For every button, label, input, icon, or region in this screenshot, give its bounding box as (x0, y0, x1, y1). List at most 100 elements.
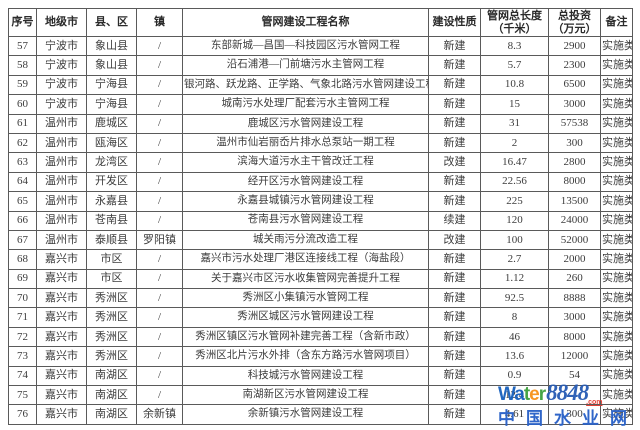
cell-construction-nature: 改建 (428, 152, 481, 173)
cell-project-name: 东部新城—昌国—科技园区污水管网工程 (182, 35, 429, 57)
cell-project-name: 关于嘉兴市区污水收集管网完善提升工程 (182, 268, 429, 290)
cell-total-investment: 3000 (548, 94, 601, 115)
cell-remark: 实施类 (600, 35, 633, 57)
cell-total-length-km: 120 (480, 210, 549, 231)
cell-remark: 实施类 (600, 210, 633, 231)
column-header: 备注 (600, 8, 633, 37)
cell-construction-nature: 新建 (428, 288, 481, 309)
cell-town: / (136, 210, 183, 231)
cell-prefecture-city: 嘉兴市 (36, 404, 87, 425)
cell-prefecture-city: 温州市 (36, 113, 87, 134)
cell-construction-nature: 新建 (428, 385, 481, 406)
cell-total-length-km: 4.61 (480, 404, 549, 425)
cell-county-district: 龙湾区 (86, 152, 137, 173)
cell-total-investment: 3000 (548, 307, 601, 328)
cell-construction-nature: 新建 (428, 94, 481, 115)
cell-index: 57 (8, 35, 37, 57)
cell-prefecture-city: 宁波市 (36, 94, 87, 115)
cell-total-length-km: 0.9 (480, 365, 549, 387)
cell-county-district: 南湖区 (86, 404, 137, 425)
table-row: 65 温州市 永嘉县 / 永嘉县城镇污水管网建设工程 新建 225 13500 … (8, 191, 633, 212)
cell-total-length-km: 8.3 (480, 35, 549, 57)
table-header-row: 序号 地级市 县、区镇管网建设工程名称 建设性质 管网总长度 （千米） 总投资 （万元）备… (8, 8, 633, 37)
cell-county-district: 宁海县 (86, 74, 137, 96)
cell-prefecture-city: 嘉兴市 (36, 365, 87, 387)
table-row: 69 嘉兴市 市区 / 关于嘉兴市区污水收集管网完善提升工程 新建 1.12 2… (8, 268, 633, 290)
cell-project-name: 温州市仙岩丽岙片排水总泵站一期工程 (182, 132, 429, 154)
cell-remark: 实施类 (600, 249, 633, 270)
cell-total-length-km: 92.5 (480, 288, 549, 309)
cell-project-name: 苍南县污水管网建设工程 (182, 210, 429, 231)
cell-town: / (136, 113, 183, 134)
cell-town: / (136, 365, 183, 387)
table-row: 58 宁波市 象山县 / 沿石浦港—门前塘污水主管网工程 新建 5.7 2300… (8, 55, 633, 76)
cell-town: / (136, 288, 183, 309)
cell-remark: 实施类 (600, 229, 633, 251)
cell-index: 64 (8, 171, 37, 193)
cell-project-name: 南湖新区污水管网建设工程 (182, 385, 429, 406)
cell-total-length-km: 5.7 (480, 55, 549, 76)
table-row: 61 温州市 鹿城区 / 鹿城区污水管网建设工程 新建 31 57538 实施类 (8, 113, 633, 134)
table-row: 76 嘉兴市 南湖区 余新镇 余新镇污水管网建设工程 新建 4.61 300 实… (8, 404, 633, 425)
cell-town: / (136, 268, 183, 290)
cell-total-investment: 300 (548, 404, 601, 425)
cell-index: 66 (8, 210, 37, 231)
table-row: 64 温州市 开发区 / 经开区污水管网建设工程 新建 22.56 8000 实… (8, 171, 633, 193)
cell-town: / (136, 249, 183, 270)
cell-prefecture-city: 嘉兴市 (36, 288, 87, 309)
cell-project-name: 余新镇污水管网建设工程 (182, 404, 429, 425)
cell-remark: 实施类 (600, 55, 633, 76)
cell-index: 60 (8, 94, 37, 115)
cell-remark: 实施类 (600, 385, 633, 406)
cell-total-length-km: 8 (480, 307, 549, 328)
cell-index: 65 (8, 191, 37, 212)
cell-town: / (136, 94, 183, 115)
cell-construction-nature: 新建 (428, 35, 481, 57)
cell-construction-nature: 新建 (428, 171, 481, 193)
cell-total-length-km: 31 (480, 113, 549, 134)
column-header: 总投资 （万元） (548, 8, 601, 37)
cell-total-investment: 8888 (548, 288, 601, 309)
cell-remark: 实施类 (600, 171, 633, 193)
cell-prefecture-city: 嘉兴市 (36, 326, 87, 348)
cell-index: 62 (8, 132, 37, 154)
cell-index: 58 (8, 55, 37, 76)
table-row: 73 嘉兴市 秀洲区 / 秀洲区北片污水外排（含东方路污水管网项目） 新建 13… (8, 346, 633, 367)
table-body: 57 宁波市 象山县 / 东部新城—昌国—科技园区污水管网工程 新建 8.3 2… (8, 35, 633, 425)
cell-county-district: 秀洲区 (86, 326, 137, 348)
cell-construction-nature: 新建 (428, 249, 481, 270)
cell-remark: 实施类 (600, 94, 633, 115)
cell-project-name: 秀洲区镇区污水管网补建完善工程（含新市政） (182, 326, 429, 348)
cell-county-district: 永嘉县 (86, 191, 137, 212)
table-row: 66 温州市 苍南县 / 苍南县污水管网建设工程 续建 120 24000 实施… (8, 210, 633, 231)
cell-prefecture-city: 温州市 (36, 132, 87, 154)
cell-remark: 实施类 (600, 307, 633, 328)
cell-county-district: 象山县 (86, 55, 137, 76)
column-header: 镇 (136, 8, 183, 37)
cell-town: / (136, 132, 183, 154)
cell-total-investment: 8000 (548, 326, 601, 348)
cell-index: 69 (8, 268, 37, 290)
cell-project-name: 城南污水处理厂配套污水主管网工程 (182, 94, 429, 115)
cell-construction-nature: 续建 (428, 210, 481, 231)
cell-index: 73 (8, 346, 37, 367)
cell-total-investment: 57538 (548, 113, 601, 134)
cell-total-length-km: 10.8 (480, 74, 549, 96)
cell-total-investment: 260 (548, 268, 601, 290)
table-row: 72 嘉兴市 秀洲区 / 秀洲区镇区污水管网补建完善工程（含新市政） 新建 46… (8, 326, 633, 348)
cell-remark: 实施类 (600, 191, 633, 212)
cell-project-name: 秀洲区城区污水管网建设工程 (182, 307, 429, 328)
cell-total-length-km: 46 (480, 326, 549, 348)
table-row: 59 宁波市 宁海县 / 银河路、跃龙路、正学路、气象北路污水管网建设工程 新建… (8, 74, 633, 96)
cell-remark: 实施类 (600, 132, 633, 154)
cell-county-district: 象山县 (86, 35, 137, 57)
cell-total-investment (548, 385, 601, 406)
cell-construction-nature: 新建 (428, 326, 481, 348)
cell-total-investment: 2300 (548, 55, 601, 76)
cell-remark: 实施类 (600, 365, 633, 387)
cell-town: / (136, 346, 183, 367)
cell-prefecture-city: 宁波市 (36, 74, 87, 96)
cell-index: 70 (8, 288, 37, 309)
cell-project-name: 秀洲区小集镇污水管网工程 (182, 288, 429, 309)
